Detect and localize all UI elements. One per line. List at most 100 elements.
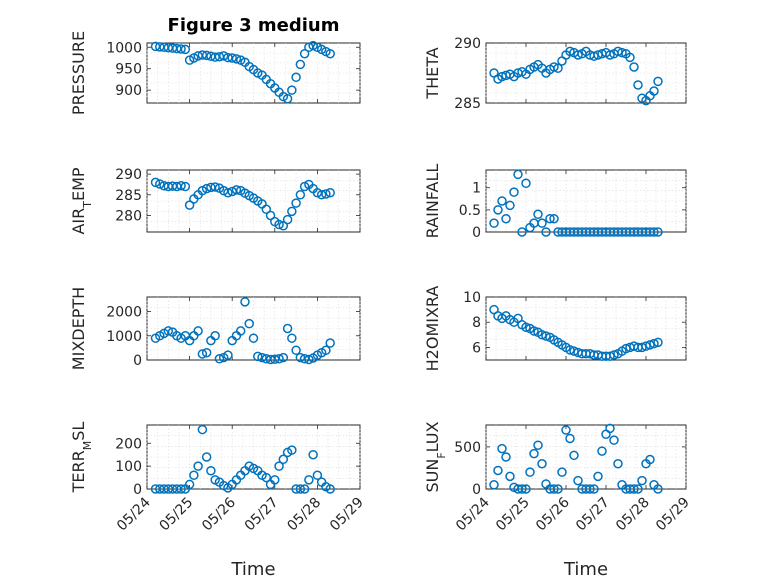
data-point (218, 51, 229, 61)
data-point (549, 484, 559, 494)
x-tick-label: 05/25 (493, 495, 533, 535)
y-tick-label: 0 (472, 225, 481, 241)
data-point (533, 209, 543, 220)
x-tick-label: 05/29 (653, 495, 693, 535)
data-point (201, 50, 212, 61)
y-tick-label: 280 (115, 208, 142, 224)
y-tick-label: 290 (115, 167, 142, 183)
y-axis-label-7: SUNFLUX (423, 421, 448, 492)
figure-title: Figure 3 medium (168, 15, 340, 36)
data-point (257, 352, 267, 363)
data-point (295, 59, 306, 70)
axes-box (485, 169, 687, 233)
y-tick-label: 6 (472, 340, 481, 356)
x-tick-label: 05/28 (613, 495, 653, 535)
data-point (613, 458, 623, 469)
x-tick-label: 05/24 (453, 494, 493, 534)
y-axis-label-2: AIRTEMP (69, 167, 94, 234)
data-point (184, 479, 195, 490)
y-axis-label-6: TERRMSL (69, 422, 94, 494)
data-point (295, 352, 306, 363)
data-point (653, 337, 663, 348)
data-point (210, 331, 220, 341)
data-point (223, 187, 233, 198)
data-point (282, 214, 293, 225)
data-point (295, 190, 306, 200)
data-point (197, 349, 208, 359)
data-point (206, 465, 216, 476)
data-point (509, 187, 519, 197)
y-tick-label: 10 (463, 290, 481, 306)
data-point (261, 204, 272, 215)
x-tick-label: 05/25 (157, 495, 197, 535)
data-point (282, 323, 293, 334)
data-point (649, 86, 659, 96)
data-point (163, 326, 174, 336)
data-point (261, 472, 272, 483)
data-point (649, 338, 659, 349)
data-point (201, 452, 212, 462)
data-point (529, 326, 539, 336)
data-point (223, 350, 233, 360)
data-point (308, 449, 318, 460)
data-point (214, 354, 225, 364)
subplot-theta: 285 290 THETA (423, 36, 687, 112)
data-point (274, 219, 284, 230)
data-point (287, 85, 297, 95)
x-tick-label: 05/29 (327, 495, 367, 535)
data-point (189, 470, 199, 481)
data-point (545, 213, 555, 224)
data-point (248, 333, 259, 343)
data-point (557, 467, 567, 477)
data-point (278, 352, 289, 363)
data-point (649, 227, 659, 237)
data-point (553, 484, 563, 494)
data-point (227, 53, 237, 63)
data-point (291, 345, 301, 356)
y-tick-label: 8 (472, 315, 481, 331)
subplot-pressure: 900 950 1000 PRESSURE (69, 31, 361, 115)
data-point (653, 484, 663, 494)
data-point (505, 471, 515, 482)
data-point (625, 52, 635, 63)
data-point (155, 179, 165, 189)
data-point (231, 54, 242, 64)
y-tick-label: 0 (133, 482, 142, 498)
data-point (521, 178, 531, 189)
y-axis-label-4: MIXDEPTH (69, 287, 88, 370)
y-tick-label: 200 (115, 436, 142, 452)
data-point (325, 187, 335, 198)
data-point (517, 484, 527, 494)
data-point (585, 484, 595, 494)
data-point (589, 484, 599, 494)
subplot-rainfall: 0 0.5 1 RAINFALL (423, 164, 687, 241)
x-tick-label: 05/26 (533, 494, 573, 534)
data-point (176, 484, 186, 494)
y-tick-label: 285 (115, 188, 142, 204)
data-point (521, 322, 531, 332)
data-point (321, 345, 331, 356)
data-point (193, 326, 203, 336)
y-tick-label: 1 (472, 181, 481, 197)
y-axis-label-3: RAINFALL (423, 164, 442, 239)
data-point (561, 425, 571, 435)
data-point (325, 48, 335, 59)
data-point (270, 475, 280, 485)
data-point (569, 450, 579, 461)
data-point (291, 198, 301, 208)
data-point (505, 200, 515, 211)
subplot-h2omixra: 6 8 10 H2OMIXRA (423, 286, 687, 371)
data-point (605, 423, 615, 434)
data-point (605, 50, 615, 60)
data-point (529, 448, 539, 459)
data-point (270, 354, 280, 365)
data-point (282, 93, 293, 104)
y-tick-label: 0.5 (459, 203, 481, 219)
y-tick-label: 0 (133, 353, 142, 369)
x-tick-label: 05/27 (573, 495, 613, 535)
data-point (497, 443, 507, 454)
data-point (501, 213, 511, 224)
data-point (325, 484, 335, 494)
data-point (537, 218, 547, 228)
